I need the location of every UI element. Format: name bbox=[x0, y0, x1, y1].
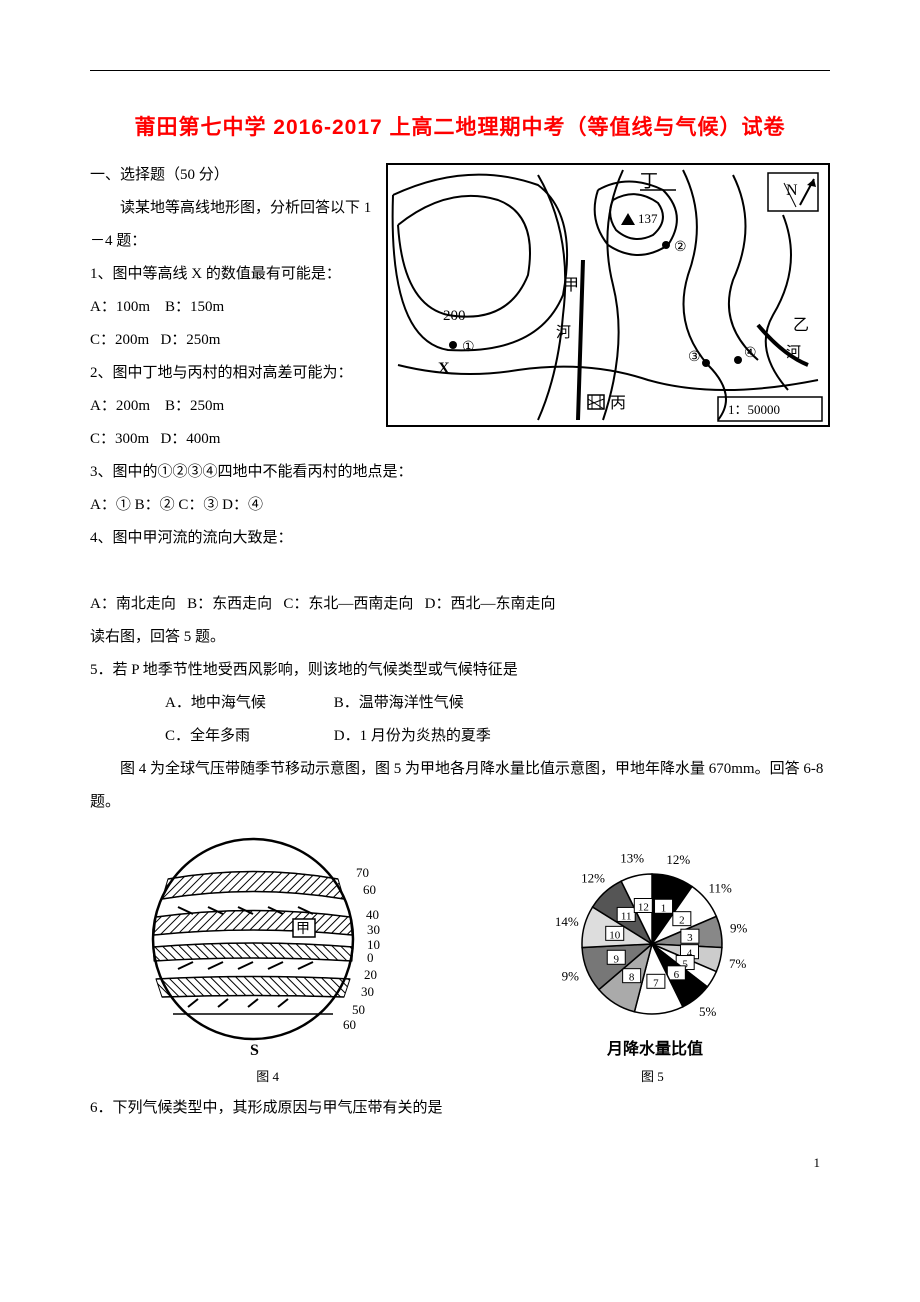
figure-4-caption: 图 4 bbox=[256, 1063, 279, 1092]
map-scale: 1：50000 bbox=[728, 402, 780, 417]
q3-optA: A：① bbox=[90, 489, 131, 522]
svg-text:12: 12 bbox=[638, 901, 649, 913]
svg-text:11%: 11% bbox=[709, 880, 733, 895]
svg-text:10: 10 bbox=[610, 929, 622, 941]
q4-optD: D：西北—东南走向 bbox=[425, 588, 556, 621]
label-bing: 丙 bbox=[610, 395, 626, 412]
svg-text:12%: 12% bbox=[667, 852, 691, 867]
point-1: ① bbox=[462, 340, 475, 355]
q2-optB: B：250m bbox=[165, 390, 224, 423]
top-rule bbox=[90, 70, 830, 71]
exam-title: 莆田第七中学 2016-2017 上高二地理期中考（等值线与气候）试卷 bbox=[90, 111, 830, 141]
svg-text:9: 9 bbox=[614, 953, 620, 965]
globe-figure: 甲 70 60 40 30 10 0 20 30 50 60 S bbox=[138, 829, 398, 1059]
contour-map-svg: N 1：50000 bbox=[388, 165, 828, 425]
lat-40: 40 bbox=[366, 907, 379, 922]
svg-text:5%: 5% bbox=[699, 1004, 717, 1019]
svg-text:9%: 9% bbox=[730, 920, 748, 935]
svg-text:7%: 7% bbox=[729, 956, 747, 971]
lat-60: 60 bbox=[363, 882, 376, 897]
q5-options-ab: A．地中海气候 B．温带海洋性气候 bbox=[90, 687, 830, 720]
globe-jia: 甲 bbox=[296, 922, 310, 937]
q2-optD: D：400m bbox=[160, 423, 220, 456]
lat-0: 0 bbox=[367, 950, 374, 965]
q1-optA: A：100m bbox=[90, 291, 150, 324]
q3-optB: B：② bbox=[135, 489, 175, 522]
q4-stem: 4、图中甲河流的流向大致是： bbox=[90, 522, 830, 555]
point-3: ③ bbox=[688, 350, 701, 365]
svg-text:14%: 14% bbox=[555, 914, 579, 929]
spacer bbox=[90, 555, 830, 588]
figure-4-col: 甲 70 60 40 30 10 0 20 30 50 60 S 图 4 bbox=[90, 829, 445, 1092]
contour-200: 200 bbox=[443, 308, 466, 324]
q1-optD: D：250m bbox=[160, 324, 220, 357]
figure-5-col: 112%211%39%47%565%7899%1014%1112%1213% 月… bbox=[475, 849, 830, 1092]
label-ding: 丁 bbox=[640, 171, 658, 191]
point-2: ② bbox=[674, 240, 687, 255]
intro-q5: 读右图，回答 5 题。 bbox=[90, 621, 830, 654]
q5-stem: 5．若 P 地季节性地受西风影响，则该地的气候类型或气候特征是 bbox=[90, 654, 830, 687]
svg-text:3: 3 bbox=[688, 932, 694, 944]
q2-optC: C：300m bbox=[90, 423, 149, 456]
svg-text:11: 11 bbox=[621, 910, 632, 922]
contour-map-figure: N 1：50000 bbox=[386, 163, 830, 427]
svg-text:2: 2 bbox=[679, 915, 685, 927]
q4-options: A：南北走向 B：东西走向 C：东北—西南走向 D：西北—东南走向 bbox=[90, 588, 830, 621]
q5-optC: C．全年多雨 bbox=[128, 720, 293, 753]
globe-S: S bbox=[250, 1042, 259, 1059]
lat-60b: 60 bbox=[343, 1017, 356, 1032]
q5-optD: D．1 月份为炎热的夏季 bbox=[296, 720, 491, 753]
point-4: ④ bbox=[744, 346, 757, 361]
q3-stem: 3、图中的①②③④四地中不能看丙村的地点是： bbox=[90, 456, 830, 489]
q4-optB: B：东西走向 bbox=[187, 588, 272, 621]
contour-X: X bbox=[438, 360, 450, 377]
q5-optA: A．地中海气候 bbox=[128, 687, 293, 720]
lat-70: 70 bbox=[356, 865, 369, 880]
svg-text:7: 7 bbox=[654, 977, 660, 989]
q2-options-cd: C：300m D：400m bbox=[90, 423, 830, 456]
svg-text:12%: 12% bbox=[581, 871, 605, 886]
svg-text:9%: 9% bbox=[562, 969, 580, 984]
label-river1: 河 bbox=[556, 324, 571, 341]
figure-row: 甲 70 60 40 30 10 0 20 30 50 60 S 图 4 bbox=[90, 829, 830, 1092]
q1-optC: C：200m bbox=[90, 324, 149, 357]
lat-30b: 30 bbox=[361, 984, 374, 999]
q3-optC: C：③ bbox=[178, 489, 218, 522]
lat-20: 20 bbox=[364, 967, 377, 982]
pie-figure: 112%211%39%47%565%7899%1014%1112%1213% 月… bbox=[507, 849, 797, 1059]
label-jia: 甲 bbox=[563, 277, 579, 294]
figure-5-caption: 图 5 bbox=[641, 1063, 664, 1092]
svg-text:13%: 13% bbox=[621, 850, 645, 865]
pie-title: 月降水量比值 bbox=[606, 1039, 703, 1058]
q4-optA: A：南北走向 bbox=[90, 588, 176, 621]
label-yi: 乙 bbox=[793, 317, 809, 334]
q4-optC: C：东北—西南走向 bbox=[283, 588, 413, 621]
intro-q6-8: 图 4 为全球气压带随季节移动示意图，图 5 为甲地各月降水量比值示意图，甲地年… bbox=[90, 753, 830, 819]
svg-text:8: 8 bbox=[629, 972, 635, 984]
q6-stem: 6．下列气候类型中，其形成原因与甲气压带有关的是 bbox=[90, 1092, 830, 1125]
peak-137: 137 bbox=[638, 211, 658, 226]
lat-50: 50 bbox=[352, 1002, 365, 1017]
q3-options: A：① B：② C：③ D：④ bbox=[90, 489, 830, 522]
q2-optA: A：200m bbox=[90, 390, 150, 423]
svg-text:1: 1 bbox=[661, 902, 667, 914]
q5-options-cd: C．全年多雨 D．1 月份为炎热的夏季 bbox=[90, 720, 830, 753]
lat-30: 30 bbox=[367, 922, 380, 937]
q5-optB: B．温带海洋性气候 bbox=[296, 687, 464, 720]
label-river2: 河 bbox=[786, 344, 801, 361]
q3-optD: D：④ bbox=[222, 489, 263, 522]
svg-text:6: 6 bbox=[674, 969, 680, 981]
page-number: 1 bbox=[90, 1155, 830, 1171]
q1-optB: B：150m bbox=[165, 291, 224, 324]
